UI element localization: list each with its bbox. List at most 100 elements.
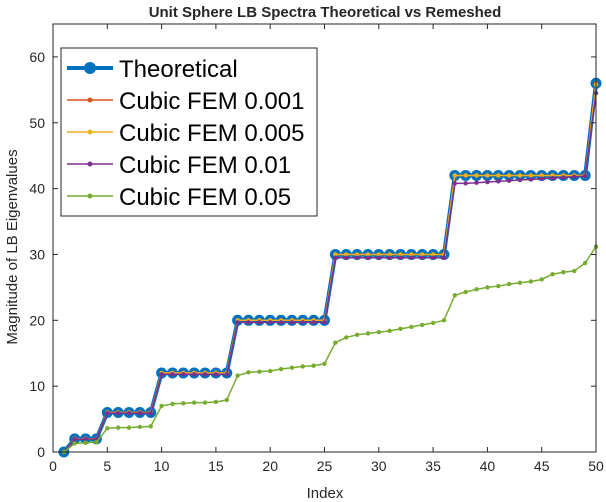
x-tick-label: 20: [262, 458, 278, 474]
data-point: [181, 401, 186, 406]
legend-label: Cubic FEM 0.05: [119, 184, 291, 211]
data-point: [115, 410, 121, 416]
data-point: [398, 326, 403, 332]
data-point: [354, 252, 360, 257]
data-point: [322, 320, 327, 325]
y-tick-label: 30: [29, 246, 45, 262]
y-tick-label: 40: [29, 181, 45, 197]
data-point: [257, 320, 262, 325]
data-point: [409, 252, 414, 257]
data-point: [105, 410, 110, 416]
data-point: [517, 177, 523, 183]
data-point: [344, 252, 349, 257]
y-tick-label: 10: [29, 378, 45, 394]
data-point: [365, 252, 371, 257]
data-point: [191, 372, 197, 377]
series-5: [61, 244, 599, 455]
axes-layer: 0 5 10 15 20 25 30 35 40 45 50 0 10 20 30 40 50 60: [29, 23, 604, 474]
data-point: [235, 373, 240, 378]
data-point: [354, 255, 360, 260]
data-point: [181, 372, 186, 377]
data-point: [430, 255, 436, 260]
legend-entries: Theoretical Cubic FEM 0.001 Cubic FEM 0.00…: [67, 56, 304, 211]
data-point: [517, 173, 523, 178]
data-point: [409, 324, 414, 330]
series-4: [61, 90, 599, 455]
data-point: [496, 283, 501, 289]
data-point: [528, 279, 534, 284]
data-point: [550, 272, 555, 277]
legend-entry-2: Cubic FEM 0.001: [67, 88, 304, 115]
legend-marker-swatch: [87, 193, 93, 199]
data-point: [582, 173, 588, 179]
data-point: [463, 181, 468, 186]
chart-title: Unit Sphere LB Spectra Theoretical vs Re…: [149, 4, 502, 21]
data-point: [420, 252, 425, 257]
data-point: [528, 173, 534, 178]
legend-marker-swatch: [84, 62, 96, 74]
legend-entry-4: Cubic FEM 0.01: [67, 152, 291, 179]
data-point: [420, 322, 425, 328]
data-point: [170, 401, 175, 407]
data-point: [322, 361, 327, 366]
data-point: [561, 270, 566, 275]
data-point: [550, 175, 555, 181]
data-point: [376, 255, 381, 260]
data-point: [333, 255, 338, 260]
legend: Theoretical Cubic FEM 0.001 Cubic FEM 0.00…: [60, 47, 318, 217]
y-axis-label: Magnitude of LB Eigenvalues: [4, 149, 21, 344]
data-point: [224, 397, 229, 403]
data-point: [539, 173, 544, 178]
data-point: [474, 287, 479, 292]
data-point: [430, 252, 436, 257]
data-point: [409, 255, 414, 260]
legend-label: Cubic FEM 0.005: [119, 120, 304, 147]
data-point: [311, 320, 316, 325]
data-point: [517, 280, 523, 285]
data-point: [485, 285, 490, 290]
data-point: [452, 181, 458, 186]
data-point: [441, 318, 447, 323]
data-point: [506, 178, 512, 183]
data-point: [572, 268, 577, 274]
data-point: [333, 340, 338, 345]
data-point: [506, 173, 512, 178]
legend-label: Cubic FEM 0.01: [119, 152, 291, 179]
data-point: [300, 320, 305, 325]
data-point: [474, 173, 479, 178]
data-point: [365, 331, 371, 336]
data-point: [561, 175, 566, 180]
data-point: [485, 173, 490, 178]
data-point: [387, 252, 392, 257]
x-tick-label: 0: [49, 458, 57, 474]
data-point: [115, 425, 121, 430]
data-point: [441, 255, 447, 260]
x-tick-label: 40: [480, 458, 496, 474]
x-axis-label: Index: [307, 485, 344, 502]
data-point: [430, 320, 436, 326]
data-point: [72, 436, 77, 442]
data-point: [126, 425, 132, 430]
data-point: [289, 320, 295, 325]
data-point: [246, 370, 251, 375]
data-point: [246, 320, 251, 325]
legend-label: Theoretical: [119, 56, 238, 83]
data-point: [159, 372, 164, 377]
series-layer: [58, 77, 602, 458]
data-point: [148, 424, 153, 429]
data-point: [311, 363, 316, 368]
data-point: [387, 255, 392, 260]
data-point: [235, 320, 240, 325]
data-point: [452, 293, 458, 298]
data-point: [191, 400, 197, 405]
data-point: [463, 289, 468, 295]
data-point: [278, 320, 284, 325]
data-point: [289, 365, 295, 370]
x-tick-label: 15: [208, 458, 224, 474]
data-point: [83, 440, 88, 445]
data-point: [126, 410, 132, 416]
data-point: [582, 260, 588, 266]
data-point: [365, 255, 371, 260]
data-point: [376, 329, 381, 335]
data-point: [539, 277, 544, 282]
